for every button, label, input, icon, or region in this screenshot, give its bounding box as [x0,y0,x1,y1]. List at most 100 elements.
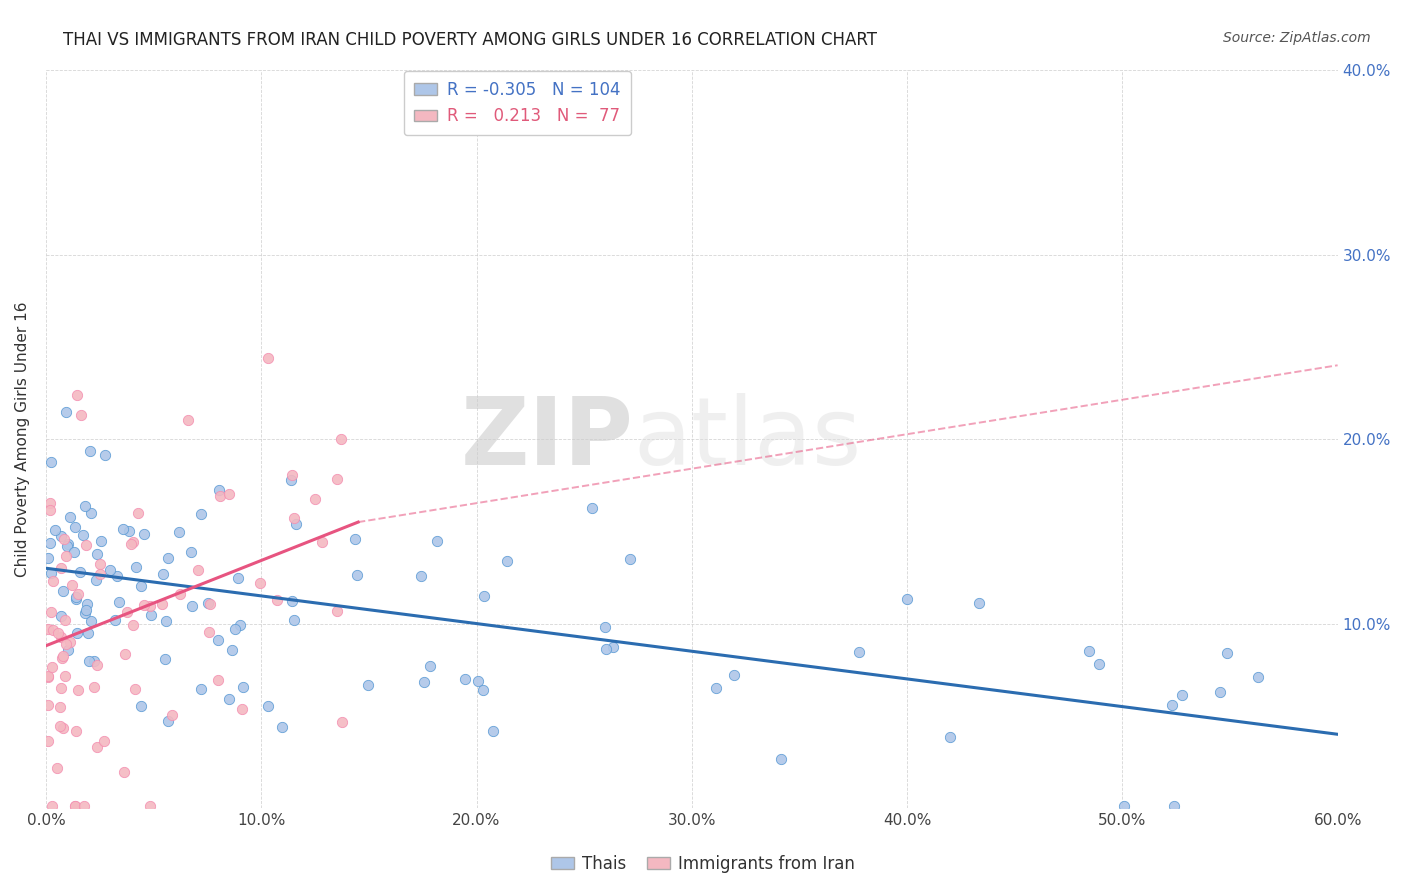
Y-axis label: Child Poverty Among Girls Under 16: Child Poverty Among Girls Under 16 [15,301,30,577]
Point [90,534,112,549]
Point [38,496,60,510]
Point [70,408,93,422]
Point [326,472,349,486]
Point [1163,799,1185,814]
Point [73,799,96,814]
Point [124,560,146,574]
Point [48,719,70,733]
Point [39,503,62,517]
Point [89,567,111,582]
Point [86,547,108,561]
Text: ZIP: ZIP [461,393,634,485]
Point [93,733,115,747]
Point [1077,644,1099,658]
Point [723,667,745,681]
Point [155,652,177,666]
Point [80,506,103,520]
Point [209,489,232,503]
Point [619,551,641,566]
Point [83,654,105,668]
Point [138,599,160,613]
Point [495,553,517,567]
Point [249,576,271,591]
Point [200,597,222,611]
Point [1171,688,1194,702]
Point [39,566,62,580]
Point [1114,799,1136,814]
Point [256,351,278,366]
Point [44,523,66,537]
Point [330,433,353,447]
Point [79,444,101,458]
Point [41,660,63,674]
Point [180,545,202,559]
Point [65,520,87,534]
Point [118,524,141,539]
Point [139,607,162,622]
Point [156,714,179,728]
Point [51,681,73,696]
Point [1247,670,1270,684]
Point [72,527,94,541]
Point [66,625,89,640]
Point [52,648,75,663]
Point [120,537,142,551]
Point [232,680,254,694]
Point [419,659,441,673]
Point [187,563,209,577]
Point [467,674,489,689]
Point [55,549,77,563]
Point [124,682,146,697]
Point [94,449,117,463]
Point [37,670,59,684]
Point [122,534,145,549]
Point [190,507,212,521]
Legend: Thais, Immigrants from Iran: Thais, Immigrants from Iran [544,848,862,880]
Point [59,635,82,649]
Point [152,567,174,582]
Point [346,567,368,582]
Point [311,535,333,549]
Point [593,619,616,633]
Point [108,594,131,608]
Point [454,672,477,686]
Point [595,642,617,657]
Point [69,565,91,579]
Point [169,587,191,601]
Point [86,657,108,672]
Point [218,487,240,501]
Point [1215,646,1237,660]
Point [122,618,145,632]
Point [602,640,624,655]
Point [59,509,82,524]
Point [51,651,73,665]
Point [39,606,62,620]
Point [581,500,603,515]
Point [769,752,792,766]
Point [51,561,73,575]
Point [55,405,77,419]
Point [134,598,156,612]
Point [49,699,72,714]
Point [208,483,231,498]
Point [704,681,727,695]
Point [104,613,127,627]
Point [938,730,960,744]
Point [231,702,253,716]
Point [271,720,294,734]
Point [51,630,73,644]
Point [52,722,75,736]
Point [177,413,200,427]
Point [129,699,152,714]
Point [413,675,436,690]
Point [129,579,152,593]
Point [218,692,240,706]
Point [49,608,72,623]
Point [114,647,136,661]
Point [53,613,76,627]
Point [1087,657,1109,672]
Point [357,678,380,692]
Point [471,683,494,698]
Point [73,606,96,620]
Point [426,533,449,548]
